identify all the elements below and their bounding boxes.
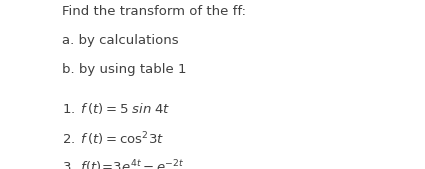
Text: b. by using table 1: b. by using table 1 [62, 63, 186, 76]
Text: $2.\;f\,(t) = \cos^{2}\!3t$: $2.\;f\,(t) = \cos^{2}\!3t$ [62, 130, 164, 148]
Text: $3.\;f(t)\!=\!3e^{4t}-e^{-2t}$: $3.\;f(t)\!=\!3e^{4t}-e^{-2t}$ [62, 159, 184, 169]
Text: $1.\;f\,(t) = 5\;\mathit{sin}\;4t$: $1.\;f\,(t) = 5\;\mathit{sin}\;4t$ [62, 101, 170, 116]
Text: a. by calculations: a. by calculations [62, 34, 178, 47]
Text: Find the transform of the ff:: Find the transform of the ff: [62, 5, 246, 18]
